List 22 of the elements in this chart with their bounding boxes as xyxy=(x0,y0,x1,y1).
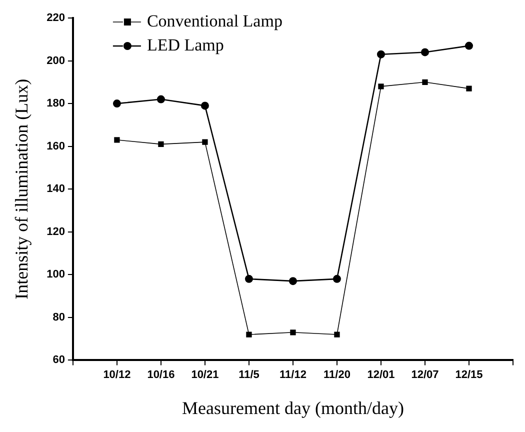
y-axis-title: Intensity of illumination (Lux) xyxy=(12,78,32,300)
x-tick-label: 11/5 xyxy=(238,368,260,381)
y-tick-label: 160 xyxy=(46,140,65,152)
y-tick-label: 100 xyxy=(46,268,65,281)
x-tick-label: 10/21 xyxy=(191,368,219,381)
x-tick-label: 12/15 xyxy=(455,368,483,381)
y-tick-label: 180 xyxy=(46,98,65,110)
legend-label: Conventional Lamp xyxy=(146,11,282,30)
y-tick-label: 140 xyxy=(46,183,65,196)
x-tick-label: 12/07 xyxy=(411,368,439,381)
x-tick-label: 11/12 xyxy=(280,368,306,381)
x-tick-label: 12/01 xyxy=(367,368,395,381)
x-tick-label: 11/20 xyxy=(324,368,350,381)
y-tick-label: 80 xyxy=(52,311,65,324)
x-tick-label: 10/16 xyxy=(147,368,175,381)
y-tick-label: 60 xyxy=(52,354,65,366)
x-axis-title: Measurement day (month/day) xyxy=(182,398,404,418)
y-tick-label: 120 xyxy=(46,226,65,238)
legend-label: LED Lamp xyxy=(146,35,224,54)
x-tick-label: 10/12 xyxy=(103,368,131,381)
y-tick-label: 220 xyxy=(46,12,65,24)
y-tick-label: 200 xyxy=(46,54,65,67)
